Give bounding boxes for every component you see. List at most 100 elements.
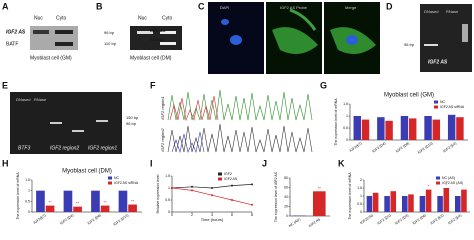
x-tick-label: IGF2 (D4)	[371, 141, 386, 153]
bar	[91, 190, 100, 212]
legend-swatch	[108, 176, 112, 180]
bar	[461, 189, 467, 212]
band	[55, 42, 73, 46]
caption: Myoblast cell (GM)	[30, 55, 72, 61]
x-tick-label: IGF2 (E2)	[430, 213, 445, 225]
point	[211, 194, 213, 197]
chart-title: Myoblast cell (GM)	[384, 93, 434, 99]
panel-letter: I	[150, 158, 153, 168]
band	[137, 31, 153, 34]
y-tick-label: 0	[286, 214, 288, 218]
point	[171, 187, 173, 189]
chromatogram	[167, 89, 313, 154]
y-tick-label: 20	[284, 204, 288, 208]
figure: A Nuc Cyto IGF2 AS BATF Myoblast cell (G…	[2, 1, 472, 228]
lane-label: Nuc	[34, 15, 43, 21]
y-tick-label: 40	[284, 195, 288, 199]
annotation: **	[104, 200, 108, 205]
bar	[437, 196, 443, 212]
y-axis-label: The expression level of IGF2 AS	[274, 171, 278, 222]
panel-letter: G	[320, 80, 327, 90]
row-label: BATF	[6, 41, 18, 47]
bar	[128, 204, 137, 212]
size-label: 96 bp	[126, 121, 137, 126]
point	[211, 187, 213, 189]
y-tick-label: 60	[284, 185, 288, 189]
trace-label: IGF2 region2	[160, 128, 165, 152]
bar	[372, 192, 379, 212]
band	[160, 31, 176, 34]
annotation: **	[76, 201, 80, 206]
x-tick-label: IGF2 (D10)	[113, 213, 130, 226]
x-tick-label: IGF2 (D6)	[412, 213, 427, 225]
x-tick-label: IGF2 (D8)	[395, 141, 410, 153]
group-label: IGF2 region1	[88, 145, 117, 151]
band	[50, 122, 62, 124]
x-tick-label: IGF2(E7)	[349, 141, 363, 153]
y-tick-label: 80	[284, 176, 288, 180]
bar	[454, 196, 461, 212]
legend-label: NC	[440, 100, 446, 104]
band	[55, 30, 73, 34]
bar	[313, 191, 326, 216]
y-tick-label: 0	[360, 210, 362, 214]
legend-label: IGF2	[224, 172, 232, 176]
annotation: **	[49, 200, 53, 205]
legend-swatch	[218, 177, 222, 181]
y-tick-label: 1.5	[25, 178, 30, 182]
x-axis-label: Time (hours)	[201, 217, 224, 222]
legend-label: IGF2 AS siRNA	[440, 105, 465, 109]
bar	[424, 116, 432, 140]
group-label: IGF2 region2	[50, 145, 79, 151]
x-tick-label: 4	[211, 213, 213, 217]
annotation: **	[131, 199, 135, 204]
panel-letter: E	[2, 80, 8, 90]
x-tick-label: 6	[231, 213, 233, 217]
bar	[63, 190, 73, 212]
bar	[443, 188, 450, 212]
gel	[10, 92, 122, 154]
band	[96, 120, 108, 122]
bar	[456, 117, 464, 140]
y-tick-label: 0	[168, 210, 170, 214]
legend-swatch	[436, 176, 440, 180]
panel-letter: C	[198, 1, 205, 11]
point	[251, 203, 253, 206]
legend-label: NC (AS)	[442, 176, 455, 180]
legend-swatch	[434, 105, 438, 109]
image-label: Merge	[345, 5, 357, 10]
lane-label: Nuc	[138, 15, 147, 21]
annotation: *	[428, 184, 430, 189]
bar	[400, 116, 409, 140]
lane-label: Cyto	[162, 15, 173, 21]
bar	[408, 194, 414, 212]
annotation: *	[446, 182, 448, 187]
caption: IGF2 AS	[428, 59, 448, 65]
lane-label: DNased	[424, 9, 438, 14]
ladder	[462, 24, 468, 42]
point	[251, 183, 253, 186]
y-axis-label: The expression level of mRNA	[16, 172, 20, 220]
y-axis-label: The expression level of mRNA	[348, 172, 352, 220]
bar	[118, 190, 128, 212]
band	[424, 44, 438, 46]
panel-letter: F	[150, 80, 156, 90]
bar	[409, 118, 417, 140]
image-label: IGF2 AS Probe	[280, 5, 308, 10]
x-tick-label: 2	[191, 213, 193, 217]
image-label: DAPI	[220, 5, 229, 10]
x-tick-label: IGF2(VN)	[359, 213, 374, 225]
point	[191, 189, 193, 192]
bar	[361, 119, 370, 140]
legend-label: IGF2 AS (AS)	[442, 181, 463, 185]
legend-swatch	[218, 172, 222, 176]
row-label: GAPDH	[150, 37, 164, 42]
y-axis-label: The expression level of mRNA	[334, 98, 338, 146]
micrographs	[208, 2, 380, 74]
x-tick-label: IGF2(E7)	[33, 213, 47, 225]
row-label: IGF2 AS	[150, 28, 166, 33]
point	[231, 184, 233, 187]
legend-label: NC	[114, 176, 120, 180]
panel-letter: B	[96, 1, 103, 11]
bar	[384, 196, 390, 212]
